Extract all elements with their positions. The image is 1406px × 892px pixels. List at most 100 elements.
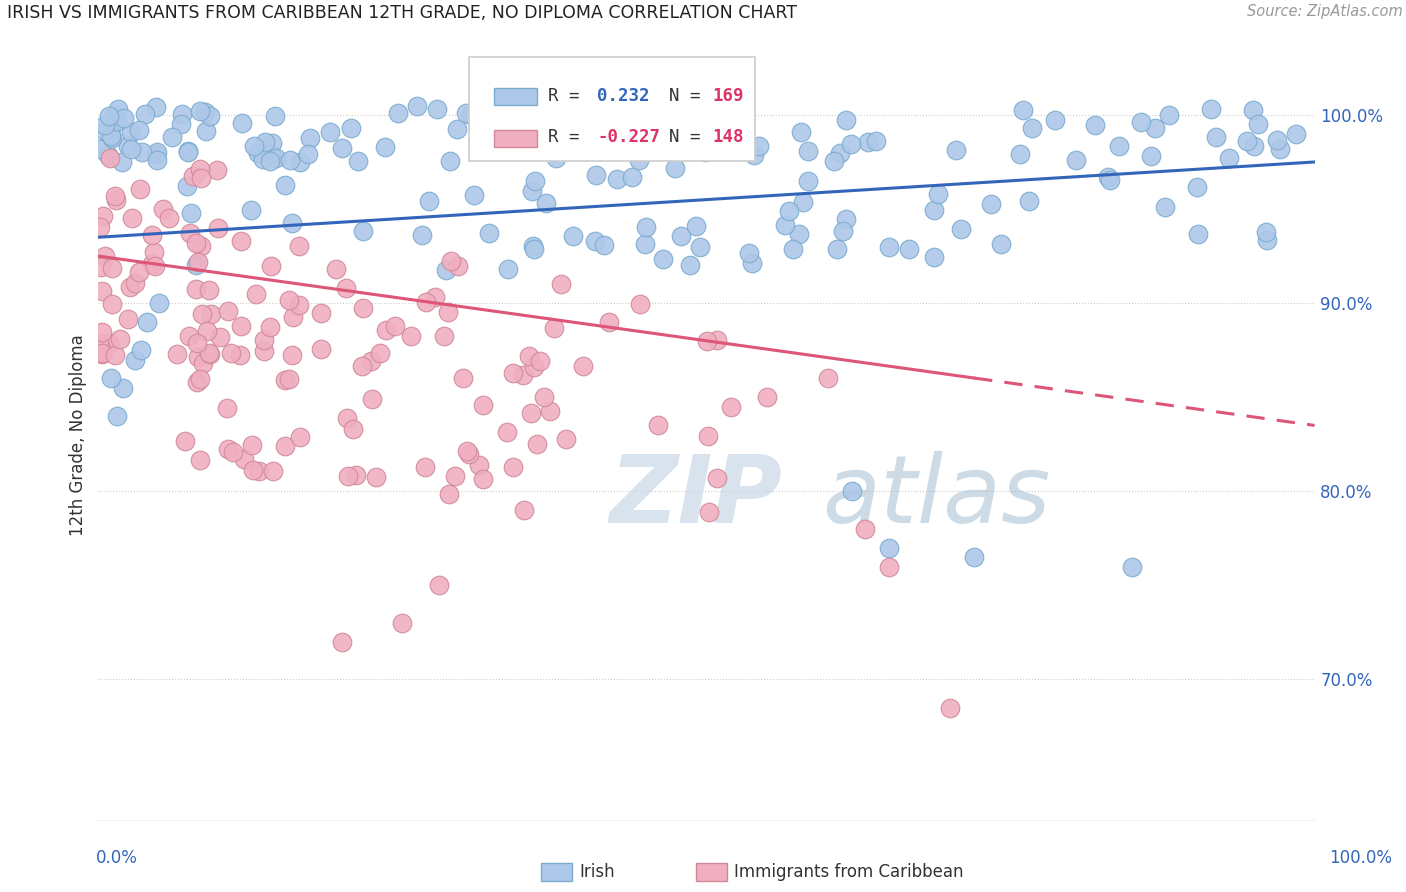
Point: [1064, 153, 1087, 167]
Point: [375, 323, 398, 337]
Point: [742, 148, 765, 162]
Point: [97, 147, 120, 161]
Point: [190, 239, 212, 253]
Text: R =: R =: [548, 87, 591, 104]
Point: [1139, 149, 1161, 163]
Point: [262, 464, 284, 478]
Point: [796, 144, 818, 158]
Point: [176, 144, 198, 158]
Point: [620, 169, 643, 184]
Point: [555, 433, 578, 447]
Point: [835, 113, 858, 128]
Point: [738, 245, 761, 260]
Point: [522, 239, 544, 253]
Point: [1154, 200, 1177, 214]
Point: [456, 444, 478, 458]
Point: [198, 109, 221, 123]
Point: [90, 285, 112, 299]
Point: [342, 422, 364, 436]
Point: [520, 406, 543, 420]
Text: -0.227: -0.227: [598, 128, 659, 146]
Point: [166, 347, 188, 361]
Point: [841, 484, 863, 499]
Point: [787, 227, 810, 241]
Point: [898, 242, 921, 256]
Point: [434, 263, 457, 277]
Point: [253, 333, 276, 347]
Point: [963, 550, 986, 565]
Point: [105, 409, 128, 423]
Point: [652, 252, 675, 267]
Point: [91, 209, 114, 223]
Point: [927, 187, 949, 202]
Point: [523, 174, 546, 188]
Point: [538, 404, 561, 418]
Point: [193, 356, 215, 370]
Point: [1121, 559, 1143, 574]
Point: [939, 700, 962, 714]
Point: [922, 250, 945, 264]
Point: [1008, 147, 1031, 161]
Point: [748, 139, 770, 153]
Point: [98, 151, 121, 165]
FancyBboxPatch shape: [494, 129, 537, 146]
Point: [423, 290, 446, 304]
Point: [1159, 108, 1181, 122]
Point: [290, 430, 312, 444]
Text: atlas: atlas: [823, 451, 1050, 542]
Text: Irish: Irish: [579, 863, 614, 881]
Point: [245, 287, 267, 301]
Point: [200, 307, 222, 321]
Point: [188, 372, 211, 386]
Point: [782, 242, 804, 256]
Point: [94, 249, 117, 263]
Point: [89, 142, 111, 156]
Point: [100, 120, 122, 135]
Point: [1256, 233, 1278, 247]
Point: [797, 173, 820, 187]
Point: [176, 178, 198, 193]
Point: [1012, 103, 1035, 117]
Point: [280, 348, 302, 362]
Point: [823, 154, 845, 169]
Point: [347, 154, 370, 169]
Point: [288, 298, 311, 312]
Point: [544, 151, 567, 165]
Point: [478, 226, 501, 240]
Point: [208, 330, 231, 344]
Point: [124, 352, 146, 367]
Point: [229, 318, 252, 333]
Point: [945, 144, 967, 158]
Point: [980, 196, 1002, 211]
Point: [512, 368, 534, 382]
Point: [100, 297, 122, 311]
Point: [260, 259, 283, 273]
Point: [143, 259, 166, 273]
Point: [418, 194, 440, 208]
Point: [281, 310, 304, 325]
Point: [1045, 112, 1067, 127]
Point: [1144, 121, 1167, 136]
Point: [104, 348, 127, 362]
Point: [1265, 133, 1288, 147]
Point: [631, 126, 654, 140]
Point: [129, 182, 152, 196]
Point: [1018, 194, 1040, 209]
Point: [439, 153, 461, 168]
Point: [447, 259, 470, 273]
Point: [105, 112, 128, 126]
Point: [264, 109, 287, 123]
Text: 169: 169: [713, 87, 744, 104]
Point: [415, 295, 437, 310]
Point: [696, 334, 718, 348]
Point: [187, 350, 209, 364]
Point: [108, 332, 131, 346]
Point: [141, 227, 163, 242]
Point: [627, 153, 650, 168]
Point: [198, 347, 221, 361]
Point: [152, 202, 174, 216]
Point: [186, 375, 208, 389]
Point: [253, 344, 276, 359]
Point: [352, 359, 374, 373]
Point: [194, 124, 217, 138]
